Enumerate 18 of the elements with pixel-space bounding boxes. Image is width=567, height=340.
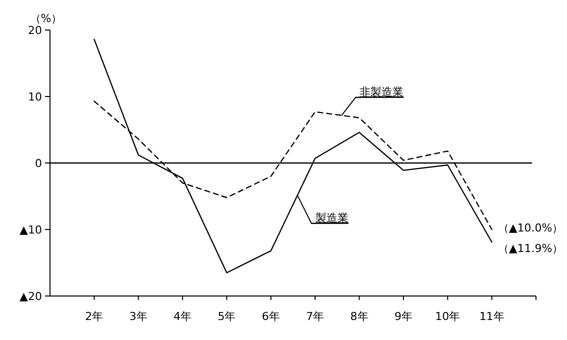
y-tick-label: ▲20 <box>20 290 42 303</box>
x-tick-label: 2年 <box>85 310 104 323</box>
y-axis-title: （%） <box>30 12 62 25</box>
x-tick-label: 7年 <box>306 310 324 323</box>
x-tick-label: 6年 <box>262 310 280 323</box>
x-tick-label: 10年 <box>435 310 460 323</box>
x-tick-label: 4年 <box>174 310 192 323</box>
y-tick-label: 0 <box>35 157 42 170</box>
x-tick-label: 5年 <box>218 310 236 323</box>
y-tick-label: 10 <box>28 90 42 104</box>
x-tick-label: 8年 <box>350 310 368 323</box>
x-tick-label: 9年 <box>394 310 412 323</box>
x-tick-label: 11年 <box>479 310 504 323</box>
annotation: （▲11.9%） <box>498 242 564 256</box>
y-tick-label: 20 <box>28 24 42 37</box>
x-tick-label: 3年 <box>129 310 148 323</box>
annotation: （▲10.0%） <box>498 222 564 234</box>
y-tick-label: ▲10 <box>20 224 42 236</box>
